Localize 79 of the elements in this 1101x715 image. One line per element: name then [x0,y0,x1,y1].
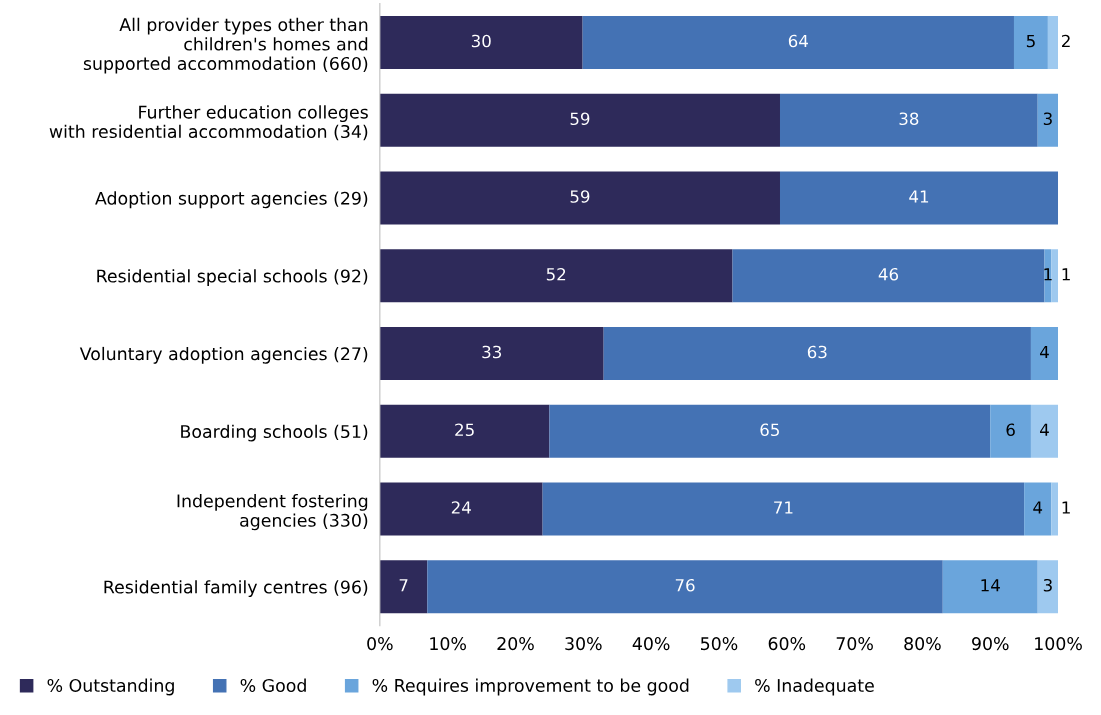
x-tick-label: 70% [836,637,873,651]
bar [1044,249,1052,303]
data-label: 5 [1026,34,1035,48]
bar [1037,560,1059,614]
data-label: 4 [1033,501,1043,514]
data-label: 2 [1062,34,1070,48]
y-tick-label: Adoption support agencies (29) [95,191,368,209]
y-tick-label: Voluntary adoption agencies (27) [79,346,368,364]
bar [1013,16,1048,69]
legend-label: % Requires improvement to be good [372,678,689,696]
data-label: 7 [399,579,408,592]
data-label: 1 [1062,501,1070,514]
bar [542,482,1025,536]
data-label: 1 [1062,268,1070,281]
data-label: 63 [807,345,827,359]
legend-label: % Outstanding [47,678,174,696]
data-label: 64 [788,34,808,48]
y-tick-label: Residential special schools (92) [97,269,368,286]
bar [732,249,1045,303]
data-label: 38 [899,112,919,126]
bar [779,93,1038,147]
data-label: 1 [1044,268,1052,281]
data-label: 24 [451,501,471,514]
bar [379,404,550,458]
bar [1037,93,1059,147]
x-tick-label: 50% [701,637,738,651]
y-tick-label: Independent fostering agencies (330) [177,493,368,531]
bar [1051,249,1059,303]
x-tick-label: 30% [565,637,602,651]
data-label: 4 [1040,345,1049,359]
bar [779,171,1059,225]
bar [427,560,943,614]
data-label: 76 [675,578,695,592]
bar [1024,482,1052,536]
bar [379,482,543,536]
bar [990,404,1031,458]
x-tick-label: 40% [632,637,670,651]
data-label: 46 [878,267,899,281]
legend-label: % Inadequate [755,678,874,696]
data-label: 41 [909,190,929,203]
bar [379,327,604,380]
data-label: 65 [760,423,779,437]
bar [603,327,1031,380]
x-tick-label: 60% [768,637,806,651]
x-tick-label: 80% [904,637,941,651]
y-tick-label: Boarding schools (51) [181,424,368,442]
bar [942,560,1038,614]
bar [582,16,1014,69]
bar [1030,327,1059,380]
data-label: 30 [471,34,491,48]
x-tick-label: 0% [367,637,393,651]
bar [379,16,583,69]
x-tick-label: 100% [1035,637,1082,651]
bar [1051,482,1059,536]
y-tick-label: Further education colleges with residential accommodation (34) [49,105,368,141]
data-label: 71 [774,501,793,514]
y-tick-label: Residential family centres (96) [104,580,368,597]
data-label: 33 [482,345,502,359]
bar [549,404,991,458]
bar [1047,16,1059,69]
data-label: 4 [1040,423,1049,436]
data-label: 59 [570,190,590,203]
bar [379,171,780,225]
data-label: 52 [546,267,566,281]
x-tick-label: 10% [430,637,466,651]
bar [379,249,733,303]
data-label: 14 [981,579,1000,592]
y-tick-label: All provider types other than children's homes and supported accommodation (660) [83,17,368,74]
data-label: 3 [1043,578,1052,592]
data-label: 59 [570,112,590,126]
data-label: 3 [1043,112,1052,126]
bar [1030,404,1059,458]
data-label: 25 [455,423,474,437]
bar [379,93,780,147]
bar [379,560,428,614]
legend-label: % Good [240,678,306,693]
x-tick-label: 90% [972,637,1009,651]
x-tick-label: 20% [497,637,534,651]
data-label: 6 [1006,423,1015,437]
